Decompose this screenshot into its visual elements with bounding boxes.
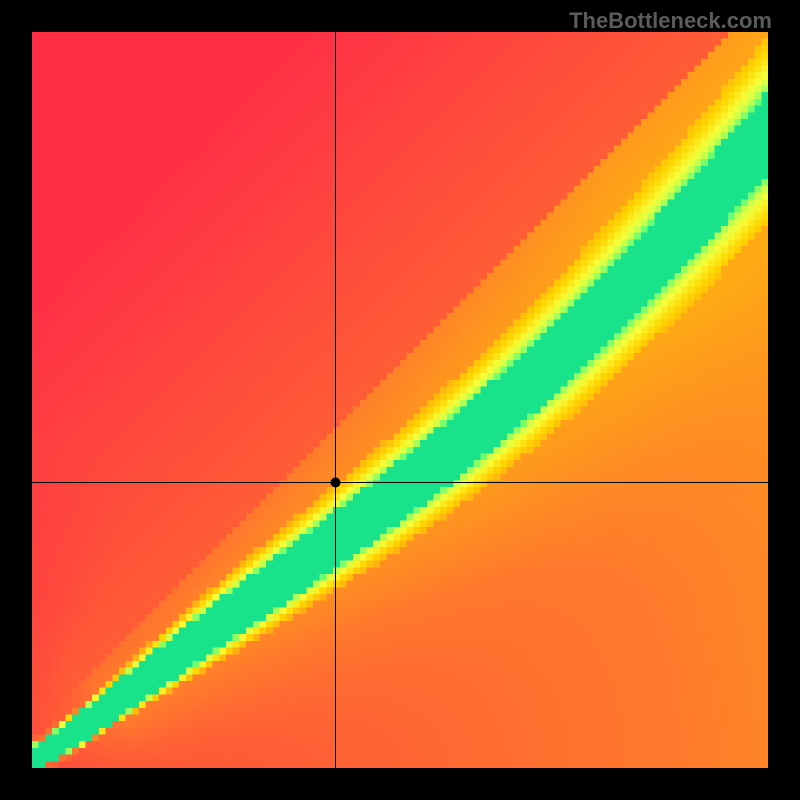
crosshair-overlay <box>32 32 768 768</box>
chart-container: TheBottleneck.com <box>0 0 800 800</box>
watermark-text: TheBottleneck.com <box>569 8 772 34</box>
